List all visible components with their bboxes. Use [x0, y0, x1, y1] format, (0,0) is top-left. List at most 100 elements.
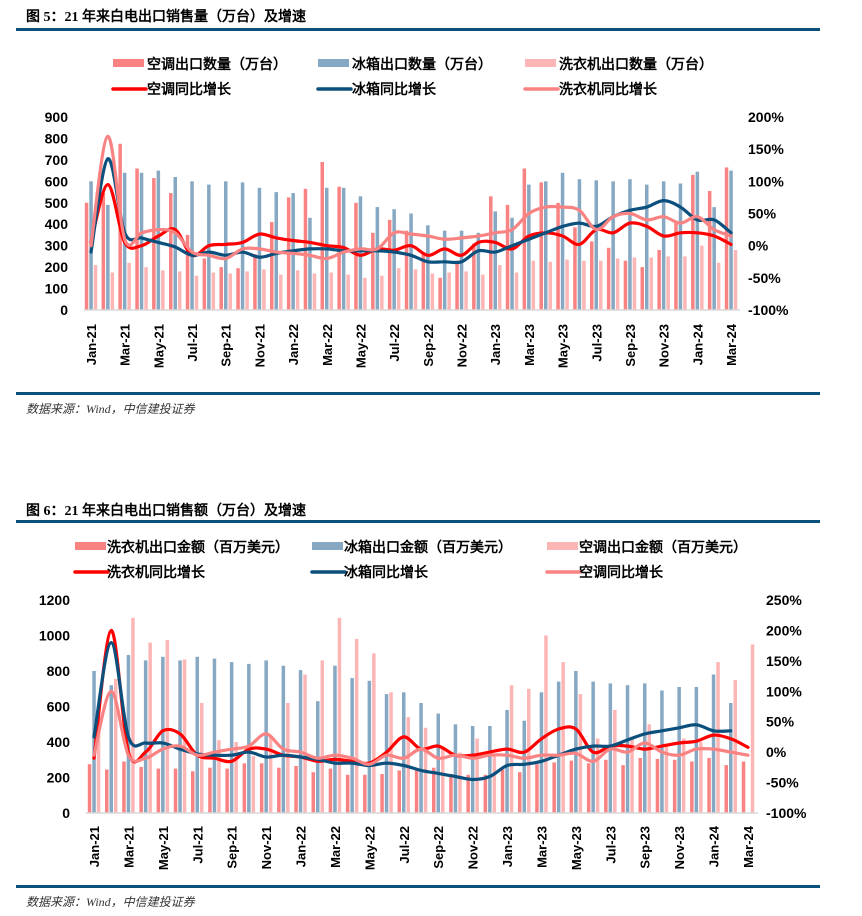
y-axis-right-tick: -100%: [766, 805, 807, 821]
bar: [101, 193, 106, 310]
bar: [143, 660, 148, 813]
y-axis-right-tick: 150%: [748, 141, 784, 157]
bar: [733, 250, 738, 310]
bar: [363, 277, 367, 310]
bar: [259, 763, 264, 813]
bar: [208, 767, 212, 813]
legend-swatch-bar: [318, 59, 349, 67]
bar: [247, 663, 251, 813]
figure-6-chart: 洗衣机出口金额（百万美元） 冰箱出口金额（百万美元） 空调出口金额（百万美元） 洗衣机…: [39, 539, 807, 870]
bar: [544, 635, 548, 813]
legend-swatch-bar: [547, 542, 578, 550]
y-axis-left-tick: 0: [60, 302, 68, 318]
bar: [414, 769, 419, 813]
legend-swatch-bar: [525, 59, 556, 67]
bar: [127, 262, 131, 310]
bar: [114, 679, 118, 813]
bar: [733, 679, 737, 813]
bar: [510, 217, 514, 310]
bar: [363, 774, 367, 813]
x-axis-tick: Jan-23: [488, 324, 503, 365]
bar: [552, 762, 556, 813]
bar: [371, 232, 375, 310]
bar: [229, 662, 234, 813]
legend-label: 洗衣机出口金额（百万美元）: [107, 539, 289, 556]
bar: [194, 275, 199, 310]
x-axis-tick: Nov-21: [259, 826, 274, 869]
bar-series-2: [96, 617, 755, 814]
bar: [604, 759, 608, 814]
bar: [219, 267, 223, 310]
bar: [539, 182, 543, 310]
y-axis-left-tick: 900: [45, 109, 69, 125]
y-axis-right-tick: 250%: [766, 592, 802, 608]
bar: [729, 170, 733, 310]
y-axis-right-tick: 0%: [748, 238, 769, 254]
bar: [599, 260, 603, 310]
bar: [638, 758, 642, 813]
y-axis-left-tick: 400: [45, 216, 69, 232]
x-axis-tick: Nov-22: [466, 826, 481, 869]
bar: [161, 656, 165, 813]
bar: [148, 642, 152, 813]
x-axis-tick: Mar-23: [522, 324, 537, 366]
bar: [678, 183, 683, 310]
bar: [131, 617, 135, 814]
bar: [472, 243, 476, 310]
bar: [556, 681, 561, 813]
x-axis-tick: May-23: [569, 826, 584, 870]
bar: [253, 254, 257, 310]
bar: [716, 662, 720, 813]
bar: [611, 181, 615, 310]
x-axis-tick: Jul-22: [387, 324, 402, 362]
x-axis-tick: Sep-21: [219, 324, 234, 367]
bar: [251, 756, 256, 813]
bar: [217, 740, 221, 813]
bar: [354, 639, 359, 813]
x-axis-tick: Jul-23: [589, 324, 604, 362]
bar: [397, 770, 401, 813]
bar: [169, 193, 173, 310]
bar: [664, 745, 669, 813]
bar: [264, 660, 268, 813]
bar: [700, 245, 704, 310]
y-axis-left-tick: 200: [45, 259, 69, 275]
bar: [645, 184, 649, 310]
bar: [481, 274, 485, 310]
legend-label: 冰箱同比增长: [352, 81, 437, 98]
bar: [458, 752, 462, 813]
bar: [430, 273, 435, 310]
bar: [539, 692, 544, 813]
bar: [640, 267, 644, 310]
legend-label: 洗衣机出口数量（万台）: [559, 56, 713, 73]
bar: [441, 749, 445, 813]
y-axis-left-tick: 1000: [39, 628, 70, 644]
bar: [573, 227, 577, 310]
bar: [483, 774, 488, 813]
x-axis-tick: Jan-22: [286, 324, 301, 365]
y-axis-right-tick: -100%: [748, 302, 789, 318]
bar: [294, 766, 298, 813]
x-axis-tick: Nov-22: [455, 324, 470, 367]
bar: [419, 703, 423, 813]
legend-label: 冰箱出口数量（万台）: [352, 56, 492, 73]
y-axis-right-tick: 50%: [748, 206, 777, 222]
bar: [527, 184, 531, 310]
bar: [594, 180, 598, 310]
bar: [380, 275, 384, 310]
y-axis-right-tick: 200%: [766, 622, 802, 638]
y-axis-left-tick: 300: [45, 238, 69, 254]
bar: [195, 656, 199, 813]
bar: [647, 724, 651, 814]
bar: [156, 768, 161, 813]
bar: [712, 207, 716, 310]
y-axis-left-tick: 1200: [39, 592, 70, 608]
bar: [144, 267, 148, 310]
x-axis-tick: Jul-23: [603, 826, 618, 864]
bar: [262, 269, 266, 310]
x-axis-tick: May-21: [156, 826, 171, 870]
x-axis-tick: Mar-21: [118, 324, 133, 366]
line-series-1: [92, 641, 733, 782]
y-axis-right-tick: 0%: [766, 744, 787, 760]
bar: [202, 258, 207, 310]
